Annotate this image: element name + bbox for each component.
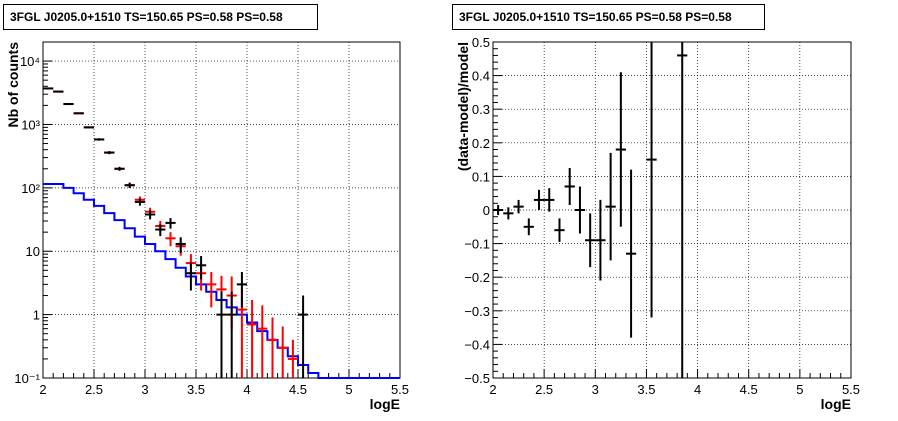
data-point — [43, 87, 54, 90]
data-point — [574, 186, 586, 234]
y-tick-label: 0.3 — [472, 102, 490, 117]
data-point — [63, 103, 74, 106]
chart-title-counts: 3FGL J0205.0+1510 TS=150.65 PS=0.58 PS=0… — [3, 4, 318, 30]
data-point — [257, 305, 268, 378]
x-tick-label: 3.5 — [187, 382, 205, 397]
y-tick-label: 0.5 — [472, 35, 490, 50]
data-point — [155, 224, 166, 237]
data-point — [513, 199, 524, 214]
x-axis-label: logE — [370, 396, 400, 412]
data-point — [83, 126, 94, 129]
y-tick-label: −0.1 — [464, 237, 490, 252]
x-tick-label: 4 — [243, 382, 250, 397]
x-tick-label: 5 — [796, 382, 803, 397]
x-tick-label: 2 — [489, 382, 496, 397]
data-point — [595, 199, 606, 281]
y-tick-label: −0.4 — [464, 337, 490, 352]
y-tick-label: 10² — [21, 181, 40, 196]
x-tick-label: 5.5 — [842, 382, 860, 397]
y-tick-label: 0 — [483, 203, 490, 218]
data-point — [216, 291, 227, 378]
x-tick-label: 3.5 — [637, 382, 655, 397]
y-tick-label: 1 — [33, 308, 40, 323]
data-point — [53, 90, 64, 93]
y-tick-label: 10³ — [21, 117, 40, 132]
y-tick-label: 10⁻¹ — [14, 371, 40, 386]
data-point — [646, 42, 657, 318]
model-histogram-line — [43, 183, 400, 379]
data-point — [165, 232, 176, 247]
y-tick-label: 0.1 — [472, 169, 490, 184]
data-point — [544, 188, 555, 212]
data-point — [625, 169, 637, 338]
data-point — [287, 339, 298, 378]
y-tick-label: 10 — [26, 244, 40, 259]
data-point — [493, 204, 504, 216]
chart-title-residuals: 3FGL J0205.0+1510 TS=150.65 PS=0.58 PS=0… — [452, 4, 765, 30]
y-tick-label: 0.4 — [472, 69, 490, 84]
data-point — [134, 198, 145, 206]
data-point — [564, 168, 575, 205]
x-tick-label: 5.5 — [391, 382, 409, 397]
x-tick-label: 2.5 — [535, 382, 553, 397]
data-point — [175, 237, 186, 253]
data-point — [145, 210, 156, 220]
data-point — [165, 218, 176, 229]
x-tick-label: 5 — [345, 382, 352, 397]
data-point — [114, 166, 125, 171]
x-tick-label: 3 — [592, 382, 599, 397]
data-point — [124, 182, 135, 188]
data-point — [226, 291, 237, 378]
y-tick-label: −0.5 — [464, 371, 490, 386]
data-point — [585, 213, 596, 268]
y-tick-label: 10⁴ — [20, 54, 40, 69]
residuals-plot: 2 2.5 3 3.5 4 4.5 5 5.5 −0.5 −0.4 −0.3 −0.2 −0.1 0 0.1… — [455, 35, 860, 412]
counts-plot: 2 2.5 3 3.5 4 4.5 5 5.5 10⁻¹ 1 10 10² 10³ 10⁴ logE Nb o… — [5, 41, 409, 412]
data-point — [298, 295, 309, 378]
x-tick-label: 4.5 — [289, 382, 307, 397]
x-axis-label: logE — [821, 396, 851, 412]
y-axis-label: (data-model)/model — [455, 42, 471, 171]
y-axis-label: Nb of counts — [5, 42, 21, 128]
data-point — [196, 256, 207, 280]
data-point — [554, 218, 565, 242]
data-point — [94, 138, 105, 141]
data-point — [104, 151, 115, 155]
x-tick-label: 4.5 — [740, 382, 758, 397]
data-point — [73, 112, 84, 115]
data-point — [277, 326, 288, 378]
x-tick-label: 2 — [39, 382, 46, 397]
x-tick-label: 3 — [141, 382, 148, 397]
data-point — [615, 72, 626, 227]
data-point — [503, 207, 514, 220]
x-tick-label: 2.5 — [85, 382, 103, 397]
y-tick-label: −0.3 — [464, 304, 490, 319]
data-point — [605, 152, 616, 261]
data-point — [677, 42, 688, 378]
x-tick-label: 4 — [694, 382, 701, 397]
y-tick-label: −0.2 — [464, 270, 490, 285]
y-tick-label: 0.2 — [472, 136, 490, 151]
data-point — [236, 272, 247, 308]
data-point — [533, 189, 545, 210]
plot-frame — [492, 41, 852, 379]
data-point — [267, 317, 278, 378]
data-point — [523, 218, 534, 236]
data-point — [247, 300, 258, 378]
data-point — [206, 272, 217, 308]
data-point — [185, 262, 196, 291]
